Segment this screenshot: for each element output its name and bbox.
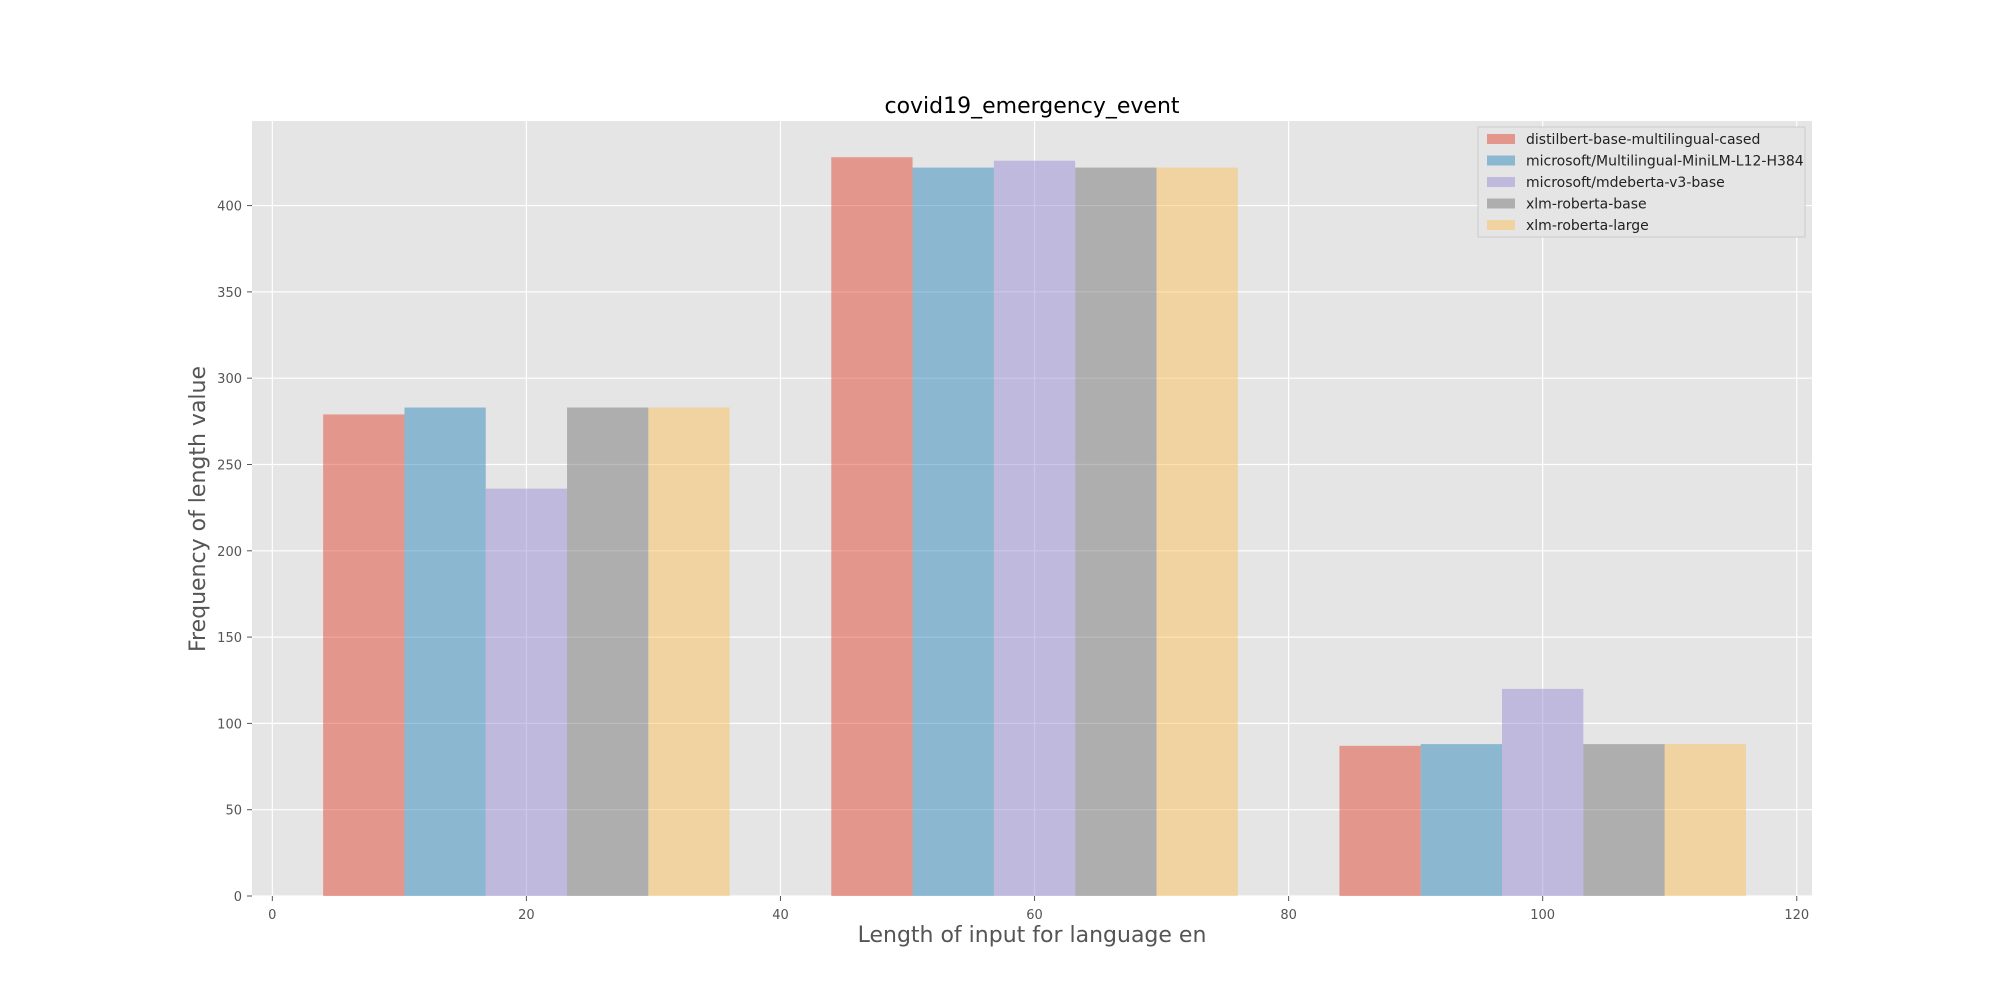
legend-label: distilbert-base-multilingual-cased [1526,132,1760,148]
bar [567,407,649,896]
legend-label: microsoft/Multilingual-MiniLM-L12-H384 [1526,154,1804,170]
y-axis-ticks: 0 50 100 150 200 250 300 350 400 [217,200,252,905]
legend-swatch [1487,134,1515,144]
y-tick-label: 400 [217,200,242,215]
x-tick-label: 40 [772,908,789,923]
legend-label: xlm-roberta-large [1526,218,1649,234]
bar [485,488,568,896]
bar [1339,745,1421,896]
legend-box [1477,126,1806,238]
bar [1156,167,1238,896]
y-tick-label: 200 [217,545,242,560]
bar [993,160,1076,896]
bars [323,157,1746,897]
legend-swatch [1487,155,1515,166]
bar [1502,688,1584,896]
x-tick-label: 100 [1530,908,1555,923]
y-tick-label: 100 [217,717,242,732]
y-axis-title: Frequency of length value [186,366,211,652]
bar [831,157,913,897]
x-axis-ticks: 0 20 40 60 80 100 120 [268,896,1809,923]
x-axis-title: Length of input for language en [858,923,1207,948]
x-tick-label: 20 [518,908,535,923]
bar [323,414,405,896]
legend-swatch [1487,177,1515,187]
y-tick-label: 350 [217,286,242,301]
legend-label: xlm-roberta-base [1526,197,1647,213]
legend-swatch [1487,220,1515,230]
bar [1583,744,1665,896]
bar [912,167,994,896]
bar [648,407,730,896]
chart-title: covid19_emergency_event [884,94,1179,119]
legend-label: microsoft/mdeberta-v3-base [1526,175,1725,191]
legend: distilbert-base-multilingual-cased micros… [1477,126,1806,238]
x-tick-label: 0 [268,908,276,923]
bar [1420,744,1503,896]
y-tick-label: 50 [225,804,242,819]
x-tick-label: 60 [1026,908,1043,923]
x-tick-label: 80 [1280,908,1297,923]
bar [1664,744,1746,896]
y-tick-label: 150 [217,631,242,646]
y-tick-label: 300 [217,372,242,387]
bar [1075,167,1157,896]
y-tick-label: 0 [234,890,242,905]
bar [404,407,486,896]
legend-swatch [1487,198,1515,209]
y-tick-label: 250 [217,458,242,473]
x-tick-label: 120 [1784,908,1809,923]
